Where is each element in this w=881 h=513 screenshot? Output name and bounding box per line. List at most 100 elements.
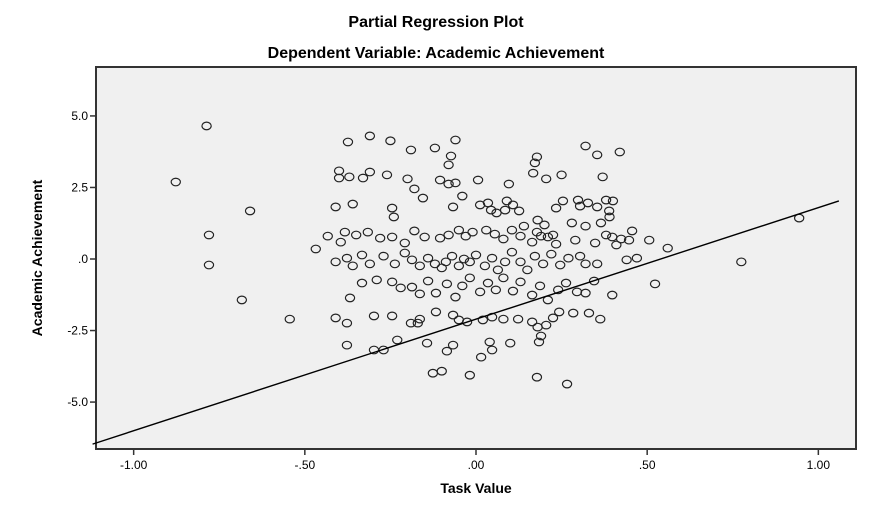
data-point (443, 230, 454, 240)
data-point (607, 290, 618, 300)
data-point (386, 203, 398, 213)
data-point (507, 200, 519, 210)
data-point (378, 345, 389, 355)
data-point (440, 257, 452, 267)
data-point (344, 293, 356, 303)
data-point (505, 338, 516, 348)
data-point (550, 203, 562, 213)
data-point (597, 172, 608, 182)
data-point (430, 307, 442, 317)
data-point (535, 331, 547, 341)
data-point (498, 314, 509, 324)
y-tick-label: 5.0 (71, 109, 88, 123)
data-point (631, 253, 643, 263)
data-point (623, 235, 635, 245)
data-point (170, 177, 181, 187)
data-point (499, 205, 511, 215)
data-point (474, 287, 486, 297)
data-point (589, 238, 601, 248)
data-point (539, 220, 550, 230)
data-point (457, 281, 468, 291)
data-point (470, 250, 482, 260)
data-point (362, 227, 374, 237)
data-point (588, 276, 600, 286)
data-point (615, 234, 627, 244)
x-tick-label: -1.00 (120, 458, 148, 472)
data-point (330, 257, 341, 267)
data-point (347, 199, 358, 209)
data-point (580, 259, 591, 269)
data-point (540, 320, 552, 330)
data-point (467, 227, 478, 237)
data-point (532, 215, 543, 225)
data-point (430, 288, 442, 298)
data-point (446, 251, 458, 261)
data-point (399, 238, 410, 248)
data-point (556, 170, 567, 180)
data-point (453, 225, 465, 235)
data-point (611, 240, 622, 250)
data-point (512, 314, 524, 324)
data-point (582, 198, 594, 208)
data-point (550, 239, 562, 249)
data-point (378, 251, 389, 261)
data-point (429, 143, 441, 153)
data-point (560, 278, 572, 288)
data-point (344, 172, 355, 182)
data-point (607, 196, 619, 206)
data-point (492, 265, 504, 275)
y-axis-label: Academic Achievement (29, 179, 45, 336)
data-point (552, 285, 564, 295)
data-point (392, 335, 403, 345)
data-point (555, 260, 566, 270)
data-point (414, 261, 426, 271)
data-point (244, 206, 256, 216)
data-point (341, 318, 353, 328)
data-point (499, 257, 511, 267)
data-point (381, 170, 393, 180)
data-point (385, 136, 396, 146)
data-point (595, 218, 607, 228)
data-points (170, 121, 805, 389)
data-point (434, 233, 446, 243)
data-point (412, 318, 424, 328)
y-tick-label: .0 (78, 252, 88, 266)
data-point (330, 313, 341, 323)
x-tick-label: .50 (639, 458, 656, 472)
data-point (389, 259, 401, 269)
data-point (441, 279, 453, 289)
data-point (621, 255, 632, 265)
data-point (450, 292, 461, 302)
data-point (649, 279, 661, 289)
data-point (486, 345, 498, 355)
x-axis: -1.00 -.50 .00 .50 1.00 (120, 449, 830, 472)
data-point (580, 288, 591, 298)
data-point (547, 313, 559, 323)
data-point (591, 150, 603, 160)
data-point (429, 259, 441, 269)
data-point (479, 261, 491, 271)
data-point (422, 276, 434, 286)
data-point (409, 226, 420, 236)
data-point (526, 290, 538, 300)
data-point (406, 282, 418, 292)
data-point (421, 338, 433, 348)
data-point (568, 308, 579, 318)
data-point (570, 235, 581, 245)
data-point (457, 191, 468, 201)
data-point (518, 221, 530, 231)
data-point (477, 315, 489, 325)
data-point (526, 317, 538, 327)
data-point (614, 147, 625, 157)
data-point (489, 229, 501, 239)
data-point (591, 259, 603, 269)
data-point (443, 179, 454, 189)
x-tick-label: .00 (468, 458, 485, 472)
chart-title: Partial Regression Plot (348, 14, 524, 31)
data-point (515, 257, 526, 267)
data-point (600, 230, 612, 240)
data-point (419, 232, 430, 242)
data-point (371, 275, 382, 285)
data-point (450, 135, 461, 145)
